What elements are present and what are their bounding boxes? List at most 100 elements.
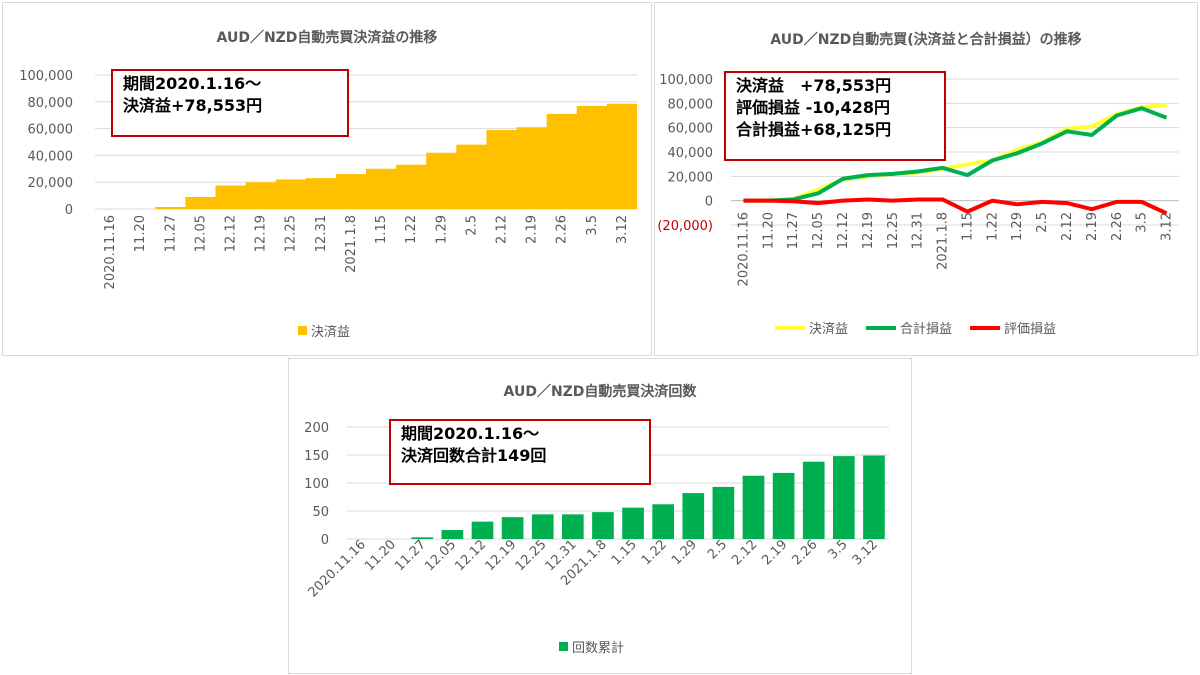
y-tick-label: 0 bbox=[321, 533, 329, 548]
y-tick-label: 100,000 bbox=[19, 69, 73, 84]
legend-item: 回数累計 bbox=[559, 637, 624, 656]
x-tick-label: 12.31 bbox=[314, 215, 329, 252]
x-tick-label: 11.20 bbox=[761, 212, 776, 249]
legend-item: 決済益 bbox=[775, 318, 848, 337]
bar bbox=[622, 507, 644, 539]
x-tick-label: 11.20 bbox=[362, 537, 399, 574]
x-tick-label: 11.27 bbox=[786, 212, 801, 249]
x-tick-label: 2.12 bbox=[729, 537, 760, 568]
x-tick-label: 3.12 bbox=[850, 537, 881, 568]
y-tick-label: 100 bbox=[304, 477, 329, 492]
x-tick-label: 12.12 bbox=[452, 537, 489, 574]
x-tick-label: 12.05 bbox=[193, 215, 208, 252]
x-tick-label: 2020.11.16 bbox=[306, 537, 369, 600]
annotation-line: 期間2020.1.16～ bbox=[123, 74, 262, 93]
x-tick-label: 3.12 bbox=[1160, 212, 1175, 241]
x-tick-label: 3.12 bbox=[615, 215, 630, 244]
x-tick-label: 2020.11.16 bbox=[736, 212, 751, 286]
legend-label: 決済益 bbox=[809, 322, 849, 337]
bar bbox=[682, 493, 705, 539]
x-tick-label: 1.29 bbox=[434, 215, 449, 244]
x-tick-label: 3.5 bbox=[1135, 212, 1150, 233]
x-tick-label: 11.20 bbox=[133, 215, 148, 252]
chart-plot: 0501001502002020.11.1611.2011.2712.0512.… bbox=[304, 421, 889, 600]
legend-item: 合計損益 bbox=[866, 318, 952, 337]
x-tick-label: 11.27 bbox=[163, 215, 178, 252]
x-tick-label: 2.12 bbox=[1060, 212, 1075, 241]
bar bbox=[863, 455, 885, 539]
chart-title: AUD／NZD自動売買決済益の推移 bbox=[216, 30, 438, 46]
bar bbox=[712, 486, 735, 539]
chart-title: AUD／NZD自動売買(決済益と合計損益）の推移 bbox=[770, 32, 1082, 48]
x-tick-label: 1.22 bbox=[404, 215, 419, 244]
profit-breakdown-chart: AUD／NZD自動売買(決済益と合計損益）の推移 (20,000) 0 20,000… bbox=[654, 2, 1198, 356]
series-area-settlement-profit bbox=[95, 103, 637, 209]
x-tick-label: 1.15 bbox=[960, 212, 975, 241]
legend: 回数累計 bbox=[559, 637, 624, 656]
legend-item: 決済益 bbox=[298, 321, 350, 340]
bar bbox=[772, 472, 795, 539]
series-line-total-profit bbox=[743, 106, 1168, 203]
y-tick-label: 60,000 bbox=[28, 123, 74, 138]
x-tick-label: 2.26 bbox=[789, 537, 820, 568]
bar bbox=[411, 537, 434, 539]
annotation-box: 決済益 +78,553円 評価損益 -10,428円 合計損益+68,125円 bbox=[724, 71, 946, 161]
x-tick-label: 1.15 bbox=[374, 215, 389, 244]
y-tick-label: 60,000 bbox=[668, 122, 714, 137]
bar bbox=[561, 514, 584, 539]
x-tick-label: 12.25 bbox=[886, 212, 901, 249]
legend-swatch bbox=[298, 326, 307, 335]
y-tick-label: 100,000 bbox=[659, 73, 713, 88]
x-tick-label: 1.29 bbox=[1010, 212, 1025, 241]
legend-swatch bbox=[775, 325, 805, 330]
x-tick-label: 12.31 bbox=[911, 212, 926, 249]
x-tick-label: 2.19 bbox=[525, 215, 540, 244]
x-tick-label: 1.15 bbox=[609, 537, 640, 568]
bar bbox=[832, 456, 855, 539]
x-tick-label: 12.12 bbox=[224, 215, 239, 252]
y-tick-label: 40,000 bbox=[28, 149, 74, 164]
chart-title: AUD／NZD自動売買決済回数 bbox=[503, 384, 697, 400]
x-tick-label: 11.27 bbox=[392, 537, 429, 574]
y-tick-label: 20,000 bbox=[28, 176, 74, 191]
annotation-line: 決済益+78,553円 bbox=[123, 96, 263, 115]
x-tick-label: 1.22 bbox=[985, 212, 1000, 241]
y-tick-label: 80,000 bbox=[28, 96, 74, 111]
x-tick-label: 2.5 bbox=[1035, 212, 1050, 233]
x-tick-label: 12.25 bbox=[284, 215, 299, 252]
settlement-count-chart: AUD／NZD自動売買決済回数 0 50 100 150 200 2020.11.16 11… bbox=[288, 358, 912, 674]
annotation-line: 決済回数合計149回 bbox=[401, 446, 547, 465]
annotation-box: 期間2020.1.16～ 決済回数合計149回 bbox=[389, 419, 651, 485]
x-tick-label: 3.5 bbox=[585, 215, 600, 236]
x-tick-label: 12.12 bbox=[836, 212, 851, 249]
x-tick-label: 12.25 bbox=[513, 537, 550, 574]
legend-label: 決済益 bbox=[311, 325, 351, 340]
x-tick-label: 2.26 bbox=[1110, 212, 1125, 241]
bar bbox=[802, 461, 825, 539]
x-tick-label: 2.5 bbox=[464, 215, 479, 236]
y-tick-label: 20,000 bbox=[668, 170, 714, 185]
bar bbox=[471, 521, 494, 539]
x-tick-label: 12.19 bbox=[483, 537, 520, 574]
annotation-box: 期間2020.1.16～ 決済益+78,553円 bbox=[111, 69, 349, 137]
annotation-line: 評価損益 -10,428円 bbox=[736, 98, 890, 117]
y-tick-label: 0 bbox=[65, 203, 73, 218]
legend-label: 回数累計 bbox=[572, 641, 625, 656]
legend-swatch bbox=[866, 325, 897, 330]
legend-swatch bbox=[559, 642, 568, 651]
y-tick-label: 40,000 bbox=[668, 146, 714, 161]
x-tick-label: 2.12 bbox=[495, 215, 510, 244]
x-tick-label: 2.5 bbox=[705, 537, 730, 562]
bar bbox=[531, 514, 554, 539]
legend-swatch bbox=[970, 325, 1001, 330]
y-tick-label: 0 bbox=[705, 195, 713, 210]
bar bbox=[742, 475, 765, 539]
legend-label: 合計損益 bbox=[900, 322, 953, 337]
y-tick-label: 50 bbox=[312, 505, 329, 520]
x-tick-label: 1.29 bbox=[669, 537, 700, 568]
x-tick-label: 12.05 bbox=[422, 537, 459, 574]
x-tick-label: 2.19 bbox=[759, 537, 790, 568]
legend: 決済益 合計損益 評価損益 bbox=[775, 318, 1056, 337]
chart-plot: 0 20,000 40,000 60,000 80,000 100,000 2020.11.… bbox=[19, 69, 637, 289]
series-line-unrealized-profit bbox=[743, 197, 1168, 216]
